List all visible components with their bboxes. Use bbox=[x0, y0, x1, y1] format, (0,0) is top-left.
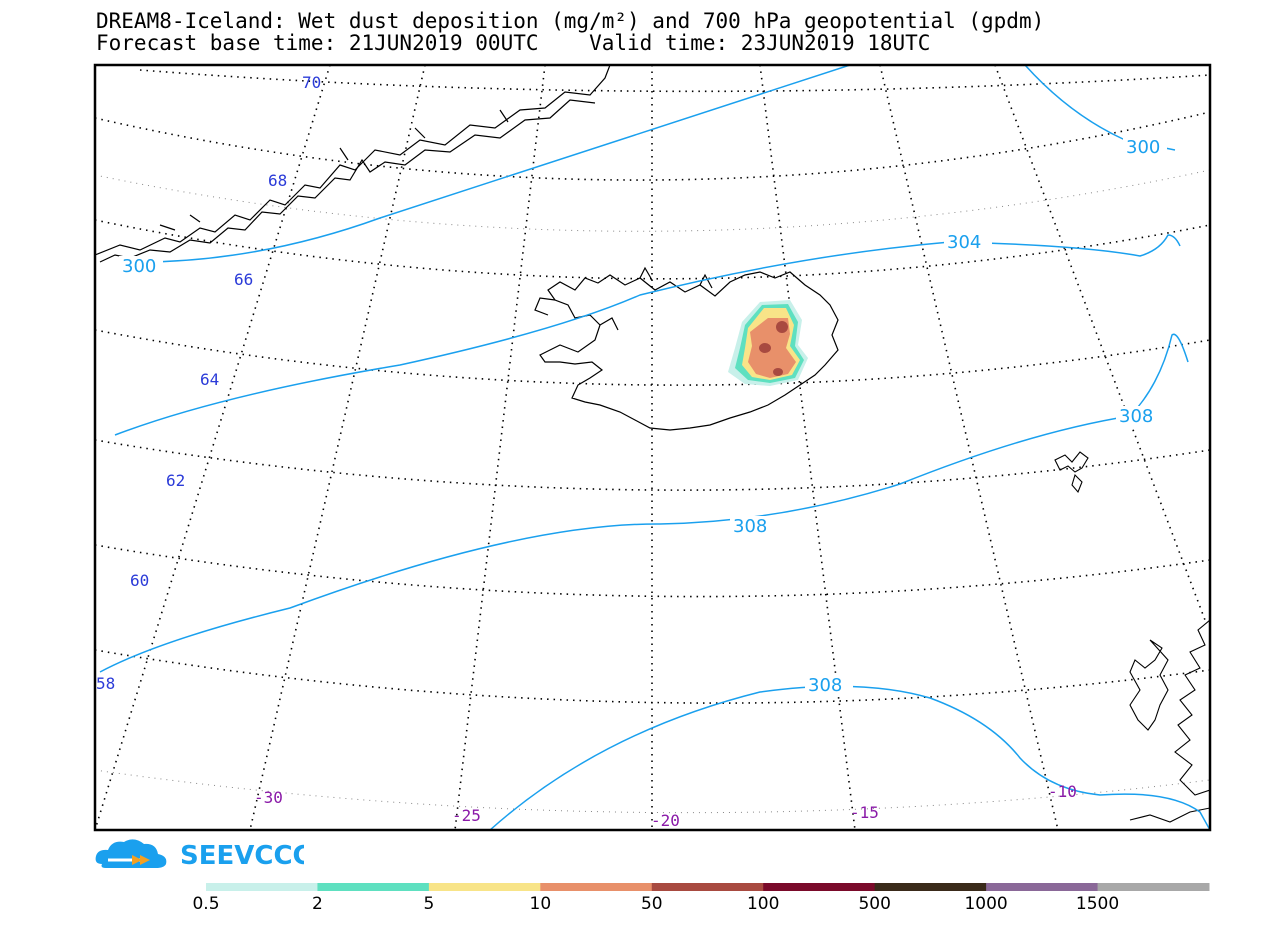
lat-label: 68 bbox=[268, 171, 287, 190]
dust-level-10 bbox=[748, 318, 796, 378]
lat-label: 66 bbox=[234, 270, 253, 289]
lon-label: -25 bbox=[452, 806, 481, 825]
parallel-60 bbox=[95, 544, 1210, 598]
longitude-labels: -30 -25 -20 -15 -10 bbox=[254, 782, 1077, 830]
lat-label: 62 bbox=[166, 471, 185, 490]
map-subtitle-times: Forecast base time: 21JUN2019 00UTC Vali… bbox=[96, 31, 931, 55]
contour-300-w bbox=[119, 65, 851, 263]
lon-label: -15 bbox=[850, 803, 879, 822]
contour-label-group: 300 300 304 308 308 308 bbox=[119, 137, 1167, 696]
contour-label: 300 bbox=[122, 256, 156, 277]
logo-text: SEEVCCC bbox=[180, 841, 304, 871]
cloud-icon bbox=[95, 839, 167, 868]
meridians bbox=[95, 65, 1206, 830]
scotland-coastline bbox=[1129, 619, 1210, 823]
dust-level-50-b bbox=[759, 343, 771, 353]
greenland-coastline bbox=[95, 65, 611, 263]
contour-308-a bbox=[99, 333, 1189, 673]
contour-label: 308 bbox=[733, 516, 767, 537]
map-frame bbox=[93, 63, 1212, 832]
contour-label: 300 bbox=[1126, 137, 1160, 158]
iceland-coastline bbox=[534, 266, 839, 431]
meridian-10 bbox=[879, 65, 1059, 830]
lon-label: -20 bbox=[651, 811, 680, 830]
faroe-islands bbox=[1054, 451, 1089, 494]
dust-level-50-c bbox=[773, 368, 783, 376]
geopotential-contours bbox=[99, 65, 1210, 830]
lat-label: 58 bbox=[96, 674, 115, 693]
contour-label: 308 bbox=[1119, 406, 1153, 427]
contour-308-b bbox=[489, 685, 1210, 830]
dust-deposition-field bbox=[728, 300, 808, 386]
map-titles: DREAM8-Iceland: Wet dust deposition (mg/… bbox=[96, 10, 1044, 54]
meridian-5 bbox=[994, 65, 1206, 621]
contour-304 bbox=[114, 234, 1181, 436]
lon-label: -30 bbox=[254, 788, 283, 807]
contour-label: 308 bbox=[808, 675, 842, 696]
parallel-62 bbox=[95, 439, 1210, 491]
lat-label: 70 bbox=[302, 73, 321, 92]
seevccc-logo: SEEVCCC bbox=[95, 839, 304, 871]
parallel-70 bbox=[139, 69, 1210, 93]
dust-level-50-a bbox=[776, 321, 788, 333]
map-title: DREAM8-Iceland: Wet dust deposition (mg/… bbox=[96, 9, 1045, 33]
lat-label: 60 bbox=[130, 571, 149, 590]
meridian-30 bbox=[249, 65, 426, 830]
lon-label: -10 bbox=[1048, 782, 1077, 801]
latitude-labels: 70 68 66 64 62 60 58 bbox=[96, 73, 321, 693]
lat-label: 64 bbox=[200, 370, 219, 389]
contour-300-ne bbox=[1024, 65, 1176, 151]
contour-label: 304 bbox=[947, 232, 981, 253]
